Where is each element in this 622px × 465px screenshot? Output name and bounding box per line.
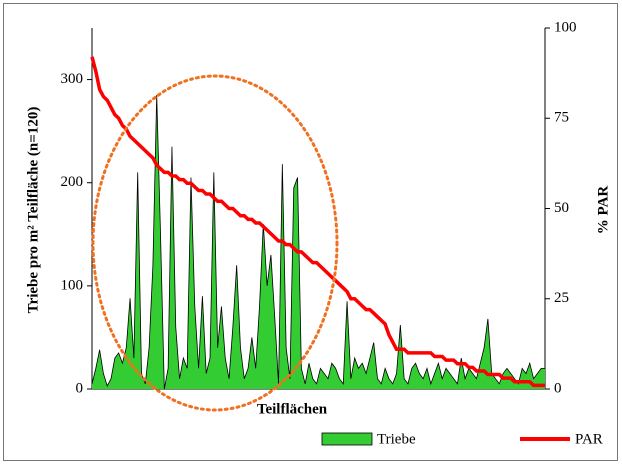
legend-label: Triebe (377, 431, 416, 447)
line (90, 56, 545, 388)
y2-tick-label: 0 (554, 380, 562, 396)
y-tick-label: 300 (61, 71, 84, 87)
y-tick-label: 100 (61, 277, 84, 293)
y2-tick-label: 25 (554, 290, 569, 306)
y-tick-label: 200 (61, 174, 84, 190)
x-axis-title: Teilflächen (257, 401, 328, 417)
highlight-ellipse (91, 74, 339, 412)
y2-axis-title: % PAR (595, 186, 611, 235)
y2-tick-label: 75 (554, 110, 569, 126)
area-outline (91, 95, 545, 390)
y-axis-title: Triebe pro m² Teilfläche (n=120) (25, 107, 41, 314)
y-tick-label: 0 (76, 380, 84, 396)
y2-tick-label: 100 (554, 19, 577, 35)
y2-tick-label: 50 (554, 200, 569, 216)
area-fill (92, 95, 545, 390)
frame (3, 3, 618, 461)
legend-label: PAR (575, 431, 603, 447)
legend-swatch (321, 432, 373, 446)
